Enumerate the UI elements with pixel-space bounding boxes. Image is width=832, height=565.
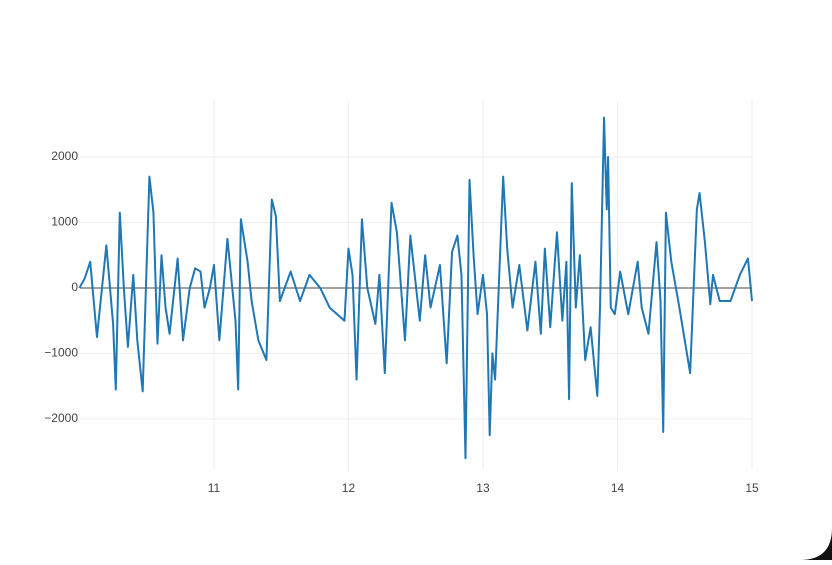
y-tick-label: 2000 <box>51 149 78 163</box>
x-tick-label: 11 <box>208 481 221 495</box>
x-tick-label: 15 <box>745 481 759 495</box>
corner-decoration <box>800 528 832 560</box>
y-tick-label: −1000 <box>44 346 78 360</box>
y-tick-label: 1000 <box>51 215 78 229</box>
x-tick-label: 13 <box>476 481 490 495</box>
line-series <box>78 116 753 460</box>
y-tick-label: 0 <box>71 280 78 294</box>
x-tick-label: 12 <box>342 481 356 495</box>
y-tick-label: −2000 <box>44 411 78 425</box>
x-tick-label: 14 <box>611 481 625 495</box>
